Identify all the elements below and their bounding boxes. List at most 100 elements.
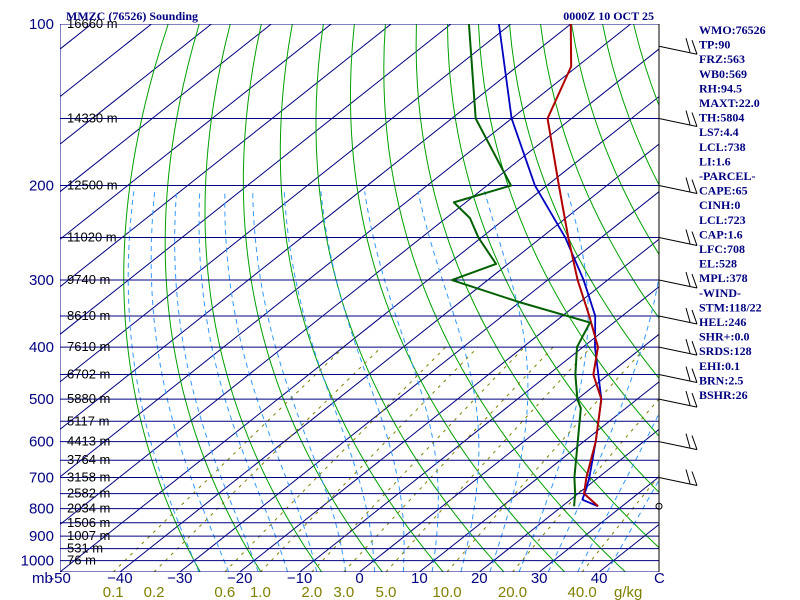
stat-item: SHR+:0.0 — [699, 330, 750, 344]
stat-item: TP:90 — [699, 38, 730, 52]
temperature-tick-label: 10 — [411, 570, 428, 587]
pressure-unit: mb — [32, 570, 53, 587]
moist-adiabat — [150, 191, 230, 572]
wind-barb — [658, 307, 698, 325]
wind-barbs — [655, 24, 698, 572]
stat-item: HEL:246 — [699, 315, 746, 329]
dry-adiabat — [789, 24, 800, 572]
mixing-ratio-label: 0.6 — [214, 584, 235, 600]
plot-frame — [60, 24, 659, 572]
isotherm-line — [119, 143, 659, 572]
temperature-tick-label: −20 — [227, 570, 252, 587]
height-label: 12500 m — [67, 178, 118, 193]
mixing-ratio-label: 0.1 — [103, 584, 124, 600]
mixing-ratio-unit: g/kg — [614, 584, 642, 600]
mixing-ratio-label: 2.0 — [301, 584, 322, 600]
pressure-label: 600 — [29, 434, 54, 451]
isotherm-line — [60, 24, 512, 383]
stat-item: EHI:0.1 — [699, 359, 740, 373]
wind-barb — [658, 110, 698, 127]
isotherm-line — [478, 428, 659, 572]
pressure-label: 700 — [29, 470, 54, 487]
dry-adiabat — [204, 24, 323, 572]
stat-item: SRDS:128 — [699, 344, 752, 358]
height-label: 16660 m — [67, 16, 118, 31]
mixing-ratio-line — [260, 346, 479, 572]
height-label: 2582 m — [67, 486, 110, 501]
temperature-tick-label: -50 — [49, 570, 71, 587]
profiles-layer — [450, 24, 603, 508]
stat-item: -PARCEL- — [699, 169, 755, 183]
height-label: 5880 m — [67, 391, 110, 406]
dry-adiabat — [758, 24, 800, 572]
mixing-ratio-line — [343, 346, 554, 572]
moist-adiabat — [252, 191, 347, 572]
wind-barb — [658, 469, 698, 486]
mixing-ratio-label: 3.0 — [333, 584, 354, 600]
temperature-tick-label: 30 — [531, 570, 548, 587]
stat-item: BRN:2.5 — [699, 373, 743, 387]
temperature-trace — [546, 24, 603, 508]
moist-adiabat — [198, 191, 289, 572]
height-label: 9740 m — [67, 272, 110, 287]
height-label: 1007 m — [67, 528, 110, 543]
stat-item: MAXT:22.0 — [699, 96, 760, 110]
pressure-label: 100 — [29, 16, 54, 33]
stat-item: TH:5804 — [699, 111, 744, 125]
height-label: 6702 m — [67, 367, 110, 382]
stat-item: BSHR:26 — [699, 388, 748, 402]
moist-adiabat — [364, 191, 439, 572]
dry-adiabat — [164, 24, 262, 572]
height-label: 11020 m — [67, 230, 117, 245]
stat-item: WMO:76526 — [699, 23, 766, 37]
mixing-ratio-label: 0.2 — [144, 584, 165, 600]
mixing-ratio-line — [153, 346, 382, 572]
wind-barb — [658, 390, 698, 408]
mixing-ratio-line — [385, 346, 592, 572]
pressure-label: 1000 — [21, 553, 54, 570]
height-label: 1506 m — [67, 515, 110, 530]
wind-barb — [658, 433, 698, 451]
stat-item: WB0:569 — [699, 67, 747, 81]
stat-item: CINH:0 — [699, 198, 740, 212]
height-label: 7610 m — [67, 339, 110, 354]
height-label: 3764 m — [67, 452, 110, 467]
temperature-tick-label: −30 — [167, 570, 192, 587]
dry-adiabat — [383, 24, 626, 572]
moist-adiabat — [417, 191, 480, 572]
temperature-tick-label: −40 — [107, 570, 132, 587]
mixing-ratio-label: 1.0 — [250, 584, 271, 600]
chart-title: MMZC (76526) Sounding — [66, 9, 198, 23]
moist-adiabat — [547, 273, 659, 572]
pressure-label: 200 — [29, 178, 54, 195]
surface-wind-circle — [655, 502, 663, 510]
pressure-label: 500 — [29, 391, 54, 408]
mixing-ratio-line — [224, 346, 446, 572]
mixing-ratio-line — [581, 475, 659, 572]
isotherm-line — [239, 238, 659, 572]
dry-adiabat — [571, 24, 659, 256]
dry-adiabat — [242, 24, 383, 572]
mixing-ratio-line — [446, 346, 647, 572]
isotherm-line — [60, 24, 272, 193]
wind-barb — [658, 38, 698, 55]
isotherm-line — [60, 24, 452, 335]
temperature-unit: C — [654, 570, 665, 587]
height-label: 76 m — [67, 553, 96, 568]
stat-item: LCL:738 — [699, 140, 746, 154]
stat-item: FRZ:563 — [699, 52, 745, 66]
moist-adiabat — [127, 191, 200, 572]
isotherm-line — [60, 24, 631, 478]
height-label: 5117 m — [67, 413, 109, 428]
mixing-ratio-label: 5.0 — [376, 584, 397, 600]
dry-adiabat — [349, 24, 566, 572]
isotherm-line — [60, 24, 392, 288]
dry-adiabat — [540, 24, 659, 319]
moist-adiabat — [518, 191, 589, 572]
mixing-ratio-label: 10.0 — [432, 584, 461, 600]
dry-adiabat — [446, 24, 659, 494]
isotherm-line — [60, 24, 212, 145]
chart-time: 0000Z 10 OCT 25 — [563, 9, 654, 23]
